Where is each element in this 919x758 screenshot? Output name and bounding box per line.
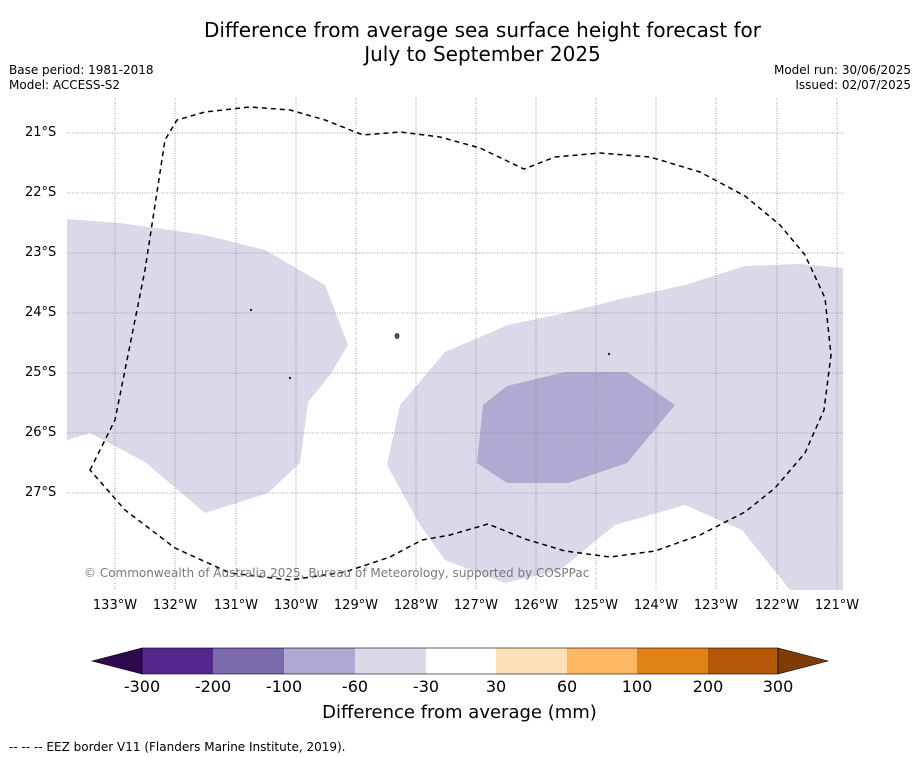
colorbar-tick-label: -100 [265,677,303,696]
lon-label: 132°W [152,598,198,613]
colorbar-segment [496,648,567,674]
model-name: Model: ACCESS-S2 [9,78,121,92]
lon-label: 128°W [393,598,439,613]
lon-label: 123°W [693,598,739,613]
lat-label: 23°S [25,245,57,260]
colorbar-extend-low [90,647,143,675]
latitude-gridlines [67,132,843,494]
lon-label: 131°W [213,598,259,613]
lon-label: 129°W [333,598,379,613]
colorbar [90,647,830,675]
colorbar-tick-label: 30 [485,677,507,696]
colorbar-segment [637,648,708,674]
colorbar-outline [141,647,779,675]
colorbar-tick-label: 200 [692,677,724,696]
colorbar-tick-label: -60 [341,677,369,696]
lat-label: 22°S [25,185,57,200]
colorbar-segment [284,648,355,674]
colorbar-tick-label: -30 [412,677,440,696]
colorbar-extend-high [777,647,830,675]
island-d [607,352,611,356]
title-line-1: Difference from average sea surface heig… [203,18,762,42]
lat-label: 24°S [25,305,57,320]
anomaly-region-west [67,219,348,513]
island-c [288,376,292,380]
colorbar-segment [355,648,426,674]
islands [249,308,611,380]
eez-border [89,106,832,581]
colorbar-tick-label: -200 [194,677,232,696]
colorbar-segment [142,648,213,674]
run-info: Model run: 30/06/2025 Issued: 02/07/2025 [774,63,911,93]
colorbar-segment [567,648,637,674]
colorbar-segment [708,648,778,674]
lon-label: 122°W [754,598,800,613]
base-period: Base period: 1981-2018 [9,63,154,77]
lon-label: 127°W [453,598,499,613]
model-run-date: Model run: 30/06/2025 [773,63,911,77]
lon-label: 124°W [633,598,679,613]
lon-label: 130°W [273,598,319,613]
lon-label: 125°W [573,598,619,613]
lat-label: 26°S [25,425,57,440]
lat-label: 25°S [25,365,57,380]
colorbar-segment [426,648,496,674]
colorbar-tick-label: 100 [621,677,653,696]
lat-label: 27°S [25,485,57,500]
colorbar-segment [213,648,284,674]
island-a [394,333,400,339]
model-info: Base period: 1981-2018 Model: ACCESS-S2 [9,63,154,93]
copyright-notice: © Commonwealth of Australia 2025, Bureau… [84,566,590,580]
anomaly-core [477,372,675,483]
colorbar-tick-label: 60 [556,677,578,696]
colorbar-title: Difference from average (mm) [322,702,597,723]
issued-date: Issued: 02/07/2025 [795,78,911,92]
eez-legend-note: -- -- -- EEZ border V11 (Flanders Marine… [9,740,346,754]
map-title: Difference from average sea surface heig… [0,18,919,66]
colorbar-tick-label: 300 [762,677,794,696]
lon-label: 133°W [92,598,138,613]
longitude-gridlines [114,98,838,590]
colorbar-tick-label: -300 [123,677,161,696]
lon-label: 121°W [814,598,860,613]
island-b [249,308,253,312]
lon-label: 126°W [513,598,559,613]
lat-label: 21°S [25,125,57,140]
title-line-2: July to September 2025 [364,42,601,66]
